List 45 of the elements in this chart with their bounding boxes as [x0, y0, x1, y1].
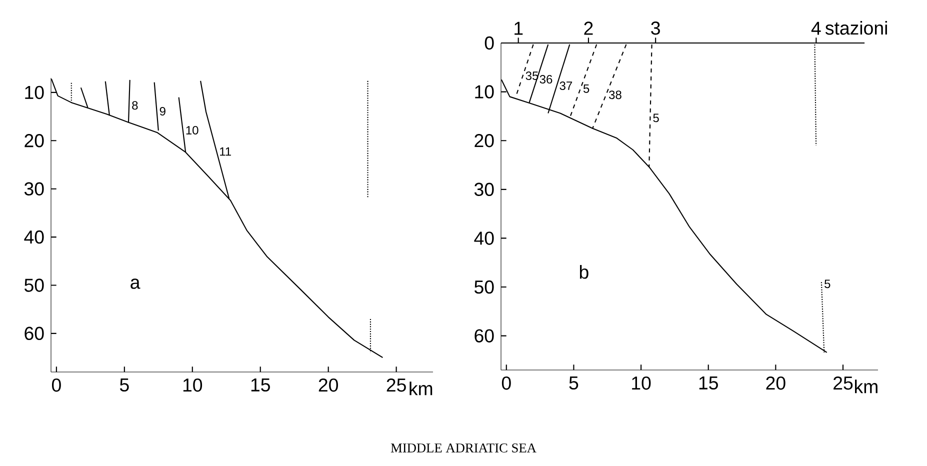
series-label: 5	[653, 114, 659, 122]
x-tick-label: 0	[52, 378, 61, 392]
annotation: b	[580, 265, 588, 279]
y-tick-label: 50	[24, 278, 44, 292]
x-tick-label: 20	[766, 376, 786, 390]
y-tick-label: 60	[474, 329, 494, 342]
x-axis-title: km	[410, 382, 432, 396]
x-tick-label: 10	[183, 378, 202, 392]
series-label: 8	[132, 101, 138, 110]
x-tick-label: 15	[251, 378, 270, 392]
y-tick-label: 10	[25, 86, 44, 100]
x-tick-label: 5	[569, 376, 578, 390]
y-tick-label: 30	[474, 182, 494, 196]
x-tick-label: 15	[699, 376, 718, 390]
y-tick-label: 10	[475, 85, 494, 98]
series-label: 11	[220, 147, 231, 156]
x-tick-label: 5	[120, 378, 129, 392]
series-label: 37	[560, 81, 572, 90]
x-tick-label: 20	[318, 378, 338, 392]
series-label: 38	[609, 90, 622, 100]
series-label: 9	[160, 107, 166, 116]
series-label: 5	[583, 84, 590, 93]
series-label: 36	[540, 75, 552, 84]
y-tick-label: 40	[474, 232, 494, 245]
y-tick-label: 0	[484, 36, 494, 50]
y-tick-label: 30	[24, 182, 44, 196]
series-label: 10	[186, 126, 198, 134]
text: 4	[811, 22, 821, 35]
series-label: 5	[824, 280, 830, 288]
y-tick-label: 20	[474, 134, 494, 148]
y-tick-label: 20	[24, 134, 44, 148]
annotation: a	[130, 278, 140, 289]
y-tick-label: 50	[474, 280, 494, 294]
x-tick-label: 10	[632, 376, 651, 390]
text: stazioni	[825, 21, 887, 35]
text: 2	[584, 22, 593, 35]
x-tick-label: 25	[834, 376, 853, 390]
text: 1	[514, 22, 523, 35]
x-tick-label: 0	[502, 376, 511, 390]
y-tick-label: 40	[24, 230, 44, 244]
y-tick-label: 60	[24, 326, 44, 340]
text: MIDDLE ADRIATIC SEA	[390, 444, 536, 452]
x-axis-title: km	[855, 380, 878, 394]
x-tick-label: 25	[386, 378, 406, 392]
text: 3	[651, 21, 660, 35]
